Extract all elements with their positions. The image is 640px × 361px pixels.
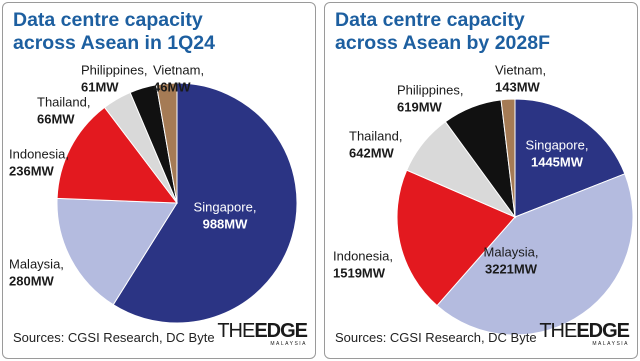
value-label: 988MW bbox=[203, 216, 249, 231]
source: Sources: CGSI Research, DC Byte bbox=[335, 330, 537, 345]
pie-chart: Singapore, 1445MW Malaysia, 3221MW Indonesia… bbox=[333, 62, 634, 336]
value-label: 642MW bbox=[349, 145, 395, 160]
source: Sources: CGSI Research, DC Byte bbox=[13, 330, 215, 345]
value-label: 66MW bbox=[37, 111, 75, 126]
pie-slice bbox=[56, 197, 178, 306]
logo: THEEDGE MALAYSIA bbox=[539, 320, 630, 347]
chart-panel: Singapore, 1445MW Malaysia, 3221MW Indonesia… bbox=[324, 2, 638, 359]
logo-sub: MALAYSIA bbox=[592, 341, 629, 347]
slice-label: Philippines, bbox=[81, 62, 148, 77]
logo-text: EDGE bbox=[576, 320, 630, 342]
slice-label: Vietnam, bbox=[153, 62, 204, 77]
slice-label: Vietnam, bbox=[495, 62, 546, 77]
slice-label: Malaysia, bbox=[484, 244, 539, 259]
pie-slice bbox=[396, 169, 516, 307]
logo: THEEDGE MALAYSIA bbox=[217, 320, 308, 347]
value-label: 280MW bbox=[9, 273, 55, 288]
slice-label: Philippines, bbox=[397, 82, 464, 97]
chart-title: Data centre capacity across Asean in 1Q2… bbox=[13, 9, 215, 54]
pie-slice bbox=[112, 82, 298, 324]
value-label: 61MW bbox=[81, 79, 119, 94]
value-label: 619MW bbox=[397, 99, 443, 114]
slice-label: Thailand, bbox=[349, 128, 402, 143]
value-label: 46MW bbox=[153, 79, 191, 94]
pie-slice bbox=[500, 98, 516, 218]
slice-label: Indonesia, bbox=[333, 248, 393, 263]
value-label: 1445MW bbox=[531, 154, 584, 169]
chart-panel: Singapore, 988MW Malaysia, 280MW Indonesia, 2… bbox=[2, 2, 316, 359]
logo-sub: MALAYSIA bbox=[270, 341, 307, 347]
slice-label: Thailand, bbox=[37, 94, 90, 109]
slice-label: Singapore, bbox=[526, 137, 589, 152]
logo-text: THE bbox=[539, 320, 577, 342]
logo-text: EDGE bbox=[254, 320, 308, 342]
value-label: 1519MW bbox=[333, 265, 386, 280]
value-label: 3221MW bbox=[485, 261, 538, 276]
slice-label: Indonesia, bbox=[9, 146, 69, 161]
slice-label: Malaysia, bbox=[9, 256, 64, 271]
value-label: 143MW bbox=[495, 79, 541, 94]
pie-slice bbox=[155, 82, 178, 204]
value-label: 236MW bbox=[9, 163, 55, 178]
pie-slice bbox=[514, 98, 626, 218]
pie-chart: Singapore, 988MW Malaysia, 280MW Indonesia, 2… bbox=[9, 62, 298, 324]
logo-text: THE bbox=[217, 320, 255, 342]
pie-slice bbox=[56, 106, 179, 204]
chart-title: Data centre capacity across Asean by 202… bbox=[335, 9, 550, 54]
pie-slice bbox=[436, 173, 634, 336]
slice-label: Singapore, bbox=[194, 199, 257, 214]
